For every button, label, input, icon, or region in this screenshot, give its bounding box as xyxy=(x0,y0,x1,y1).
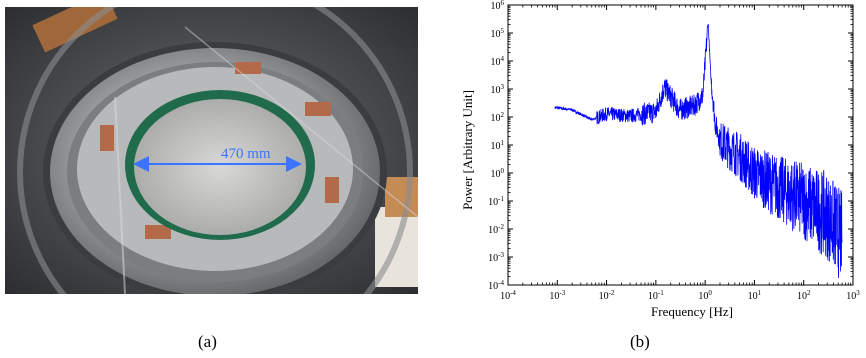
y-tick-label: 102 xyxy=(491,111,505,124)
plot-frame xyxy=(507,4,854,286)
y-tick-label: 10-2 xyxy=(488,223,504,236)
x-tick-label: 10-4 xyxy=(500,289,516,302)
copper-clamp xyxy=(100,125,114,151)
y-tick-label: 10-4 xyxy=(488,279,504,292)
wood-block xyxy=(32,7,118,53)
disk-surface xyxy=(134,99,306,235)
cable xyxy=(114,96,126,294)
outer-frame xyxy=(17,7,413,294)
spectrum-chart: Power [Arbitrary Unit] Frequency [Hz] 10… xyxy=(460,0,860,319)
copper-clamp xyxy=(145,225,171,239)
wood-block-right xyxy=(385,177,418,217)
x-axis-title: Frequency [Hz] xyxy=(651,304,733,319)
x-tick-label: 103 xyxy=(846,289,860,302)
x-tick-label: 102 xyxy=(797,289,811,302)
x-tick-label: 10-1 xyxy=(648,289,664,302)
cable xyxy=(184,26,418,218)
x-tick-label: 10-2 xyxy=(599,289,615,302)
y-tick-label: 104 xyxy=(491,55,505,68)
y-tick-label: 105 xyxy=(491,27,505,40)
y-tick-label: 103 xyxy=(491,83,505,96)
caption-a: (a) xyxy=(198,332,217,351)
x-tick-label: 10-3 xyxy=(549,289,565,302)
spectrum-line xyxy=(554,23,843,278)
y-axis-title: Power [Arbitrary Unit] xyxy=(460,90,475,210)
copper-clamp xyxy=(305,102,331,116)
y-tick-label: 101 xyxy=(491,139,505,152)
measurement-label: 470 mm xyxy=(221,146,271,162)
y-tick-label: 106 xyxy=(491,0,505,12)
y-tick-label: 10-1 xyxy=(488,195,504,208)
copper-clamp xyxy=(235,62,261,74)
apparatus-photo: 470 mm xyxy=(5,7,418,294)
copper-clamp xyxy=(325,177,339,203)
caption-b: (b) xyxy=(630,332,650,351)
y-tick-label: 100 xyxy=(491,167,505,180)
x-tick-label: 100 xyxy=(698,289,712,302)
y-tick-label: 10-3 xyxy=(488,251,504,264)
x-tick-label: 101 xyxy=(748,289,762,302)
